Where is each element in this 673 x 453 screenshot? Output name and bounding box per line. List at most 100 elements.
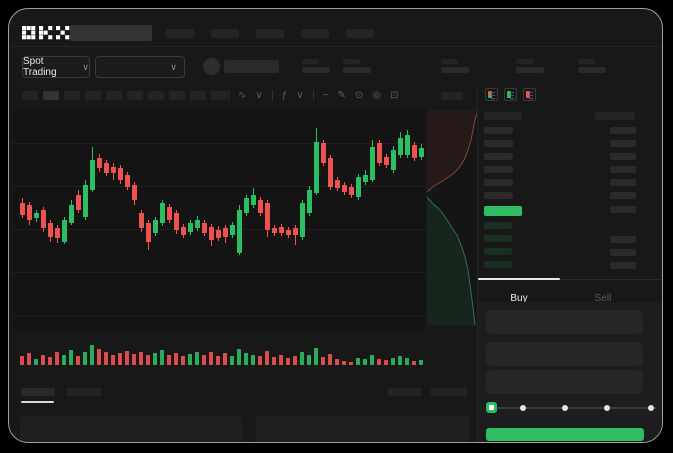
chart-tools: ∿ ∨ ƒ ∨ ~ ✎ ⊙ ◎ ⊡ [228, 89, 398, 102]
chart-type-icon[interactable]: ∿ [238, 90, 247, 101]
toolbar-right-placeholder[interactable] [441, 92, 463, 100]
buy-submit-button[interactable] [486, 428, 644, 441]
candle [398, 138, 403, 155]
total-input[interactable] [486, 370, 643, 394]
interval-button[interactable] [148, 91, 164, 100]
book-combined-icon[interactable] [485, 88, 498, 101]
orderbook-row[interactable] [484, 222, 512, 229]
draw-tool-icon[interactable]: ✎ [337, 90, 346, 101]
interval-button[interactable] [169, 91, 185, 100]
orderbook-row[interactable] [484, 166, 513, 173]
orderbook-row[interactable] [484, 248, 512, 255]
candle [272, 228, 277, 233]
orderbook-row[interactable] [484, 127, 513, 134]
nav-item-placeholder[interactable] [346, 29, 374, 38]
candle [300, 203, 305, 237]
camera-icon[interactable]: ⊙ [354, 90, 364, 101]
indicators-icon[interactable]: ƒ [281, 90, 288, 101]
fullscreen-icon[interactable]: ⊡ [389, 90, 399, 101]
orderbook-row[interactable] [484, 235, 512, 242]
header-divider [9, 46, 662, 47]
volume-bar [188, 354, 192, 365]
nav-item-placeholder[interactable] [211, 29, 239, 38]
interval-button[interactable] [64, 91, 80, 100]
interval-toolbar [22, 91, 227, 100]
candle [132, 185, 137, 200]
volume-bar [335, 359, 339, 365]
candle [55, 228, 60, 238]
market-type-selector[interactable]: Spot Trading ∨ [22, 56, 90, 78]
tab-sell[interactable]: Sell [594, 293, 612, 304]
volume-bar [69, 350, 73, 365]
nav-item-placeholder[interactable] [166, 29, 194, 38]
candle [111, 167, 116, 173]
icon-lines [491, 92, 495, 99]
amount-slider-handle[interactable] [486, 402, 497, 413]
price-input[interactable] [486, 310, 643, 334]
volume-bar [307, 355, 311, 365]
volume-bar [314, 348, 318, 365]
bottom-tab-2[interactable] [67, 388, 101, 396]
orderbook-row[interactable] [610, 236, 636, 243]
nav-item-placeholder[interactable] [256, 29, 284, 38]
orderbook-row[interactable] [610, 249, 636, 256]
icon-strip [507, 91, 511, 98]
candle [335, 180, 340, 188]
depth-chart [427, 110, 477, 325]
orderbook-row[interactable] [610, 127, 636, 134]
candle [139, 213, 144, 228]
volume-bar [370, 355, 374, 365]
volume-chart [12, 340, 426, 366]
history-icon[interactable]: ◎ [372, 90, 381, 101]
orderbook-row[interactable] [484, 140, 513, 147]
candle [377, 143, 382, 163]
chevron-down-icon[interactable]: ∨ [296, 90, 304, 101]
slider-stop[interactable] [648, 405, 654, 411]
bottom-tab-1[interactable] [21, 388, 55, 396]
interval-button[interactable] [85, 91, 101, 100]
bottom-right-tab-2[interactable] [431, 388, 467, 396]
tab-buy[interactable]: Buy [510, 293, 528, 304]
interval-button[interactable] [43, 91, 59, 100]
bottom-right-tab-1[interactable] [388, 388, 421, 396]
nav-item-placeholder[interactable] [301, 29, 329, 38]
candle [342, 185, 347, 192]
orderbook-row[interactable] [484, 153, 513, 160]
interval-button[interactable] [106, 91, 122, 100]
orderbook-row[interactable] [484, 261, 512, 268]
orderbook-row[interactable] [610, 262, 636, 269]
slider-stop[interactable] [520, 405, 526, 411]
volume-bar [363, 359, 367, 365]
amount-input[interactable] [486, 342, 643, 366]
orderbook-row[interactable] [610, 166, 636, 173]
pair-selector[interactable]: ∨ [95, 56, 185, 78]
orderbook-row[interactable] [610, 192, 636, 199]
interval-button[interactable] [190, 91, 206, 100]
chevron-down-icon: ∨ [82, 61, 89, 72]
amount-slider-track[interactable] [491, 407, 656, 409]
header-nav [166, 29, 374, 38]
header-search-placeholder[interactable] [70, 25, 152, 41]
orderbook-row[interactable] [610, 179, 636, 186]
volume-bar [412, 361, 416, 365]
interval-button[interactable] [127, 91, 143, 100]
orderbook-row[interactable] [610, 153, 636, 160]
interval-button[interactable] [22, 91, 38, 100]
book-asks-only-icon[interactable] [523, 88, 536, 101]
candle [202, 223, 207, 233]
candle [209, 227, 214, 240]
orderbook-row[interactable] [484, 179, 513, 186]
orderbook-last-price[interactable] [484, 206, 522, 216]
orderbook-row[interactable] [610, 140, 636, 147]
book-bids-only-icon[interactable] [504, 88, 517, 101]
candle [328, 158, 333, 187]
orderbook-row[interactable] [484, 192, 513, 199]
slider-stop[interactable] [562, 405, 568, 411]
candlestick-chart[interactable] [12, 110, 426, 330]
ticker-stat [302, 59, 330, 73]
slider-stop[interactable] [604, 405, 610, 411]
interval-button[interactable] [211, 91, 227, 100]
orderbook-row[interactable] [610, 206, 636, 213]
line-tool-icon[interactable]: ~ [322, 90, 329, 101]
chevron-down-icon[interactable]: ∨ [255, 90, 263, 101]
